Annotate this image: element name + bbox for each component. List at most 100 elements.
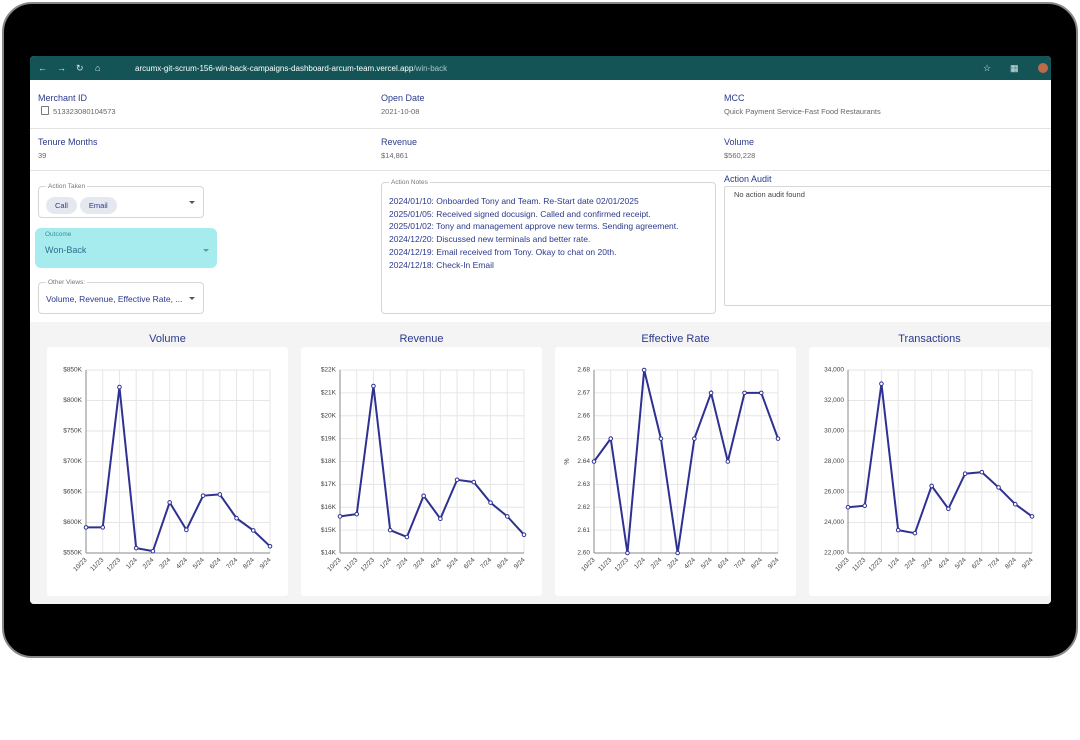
data-point [591,459,597,464]
y-tick-label: 2.64 [577,458,590,465]
data-point [488,500,493,505]
data-point [708,390,714,396]
chip[interactable]: Email [79,197,117,214]
y-tick-label: 26,000 [824,489,844,496]
data-point [641,367,647,373]
data-point [625,550,630,556]
y-tick-label: 2.68 [577,367,590,374]
y-tick-label: 2.60 [577,550,590,557]
data-line [339,385,525,539]
y-tick-label: 28,000 [824,458,844,465]
y-tick-label: $550K [63,550,82,557]
y-tick-label: 30,000 [824,428,844,435]
data-point [337,514,343,519]
field-label: Revenue [381,137,418,147]
field-value: Volume, Revenue, Effective Rate, ... [46,294,183,304]
audit-message: No action audit found [734,190,805,199]
data-point [996,485,1001,490]
notes-list: 2024/01/10: Onboarded Tony and Team. Re-… [389,195,679,271]
data-point [217,492,223,497]
field-value: 39 [38,151,47,160]
action-notes-box[interactable]: Action Notes 2024/01/10: Onboarded Tony … [381,179,716,314]
field-label: MCC [724,93,745,103]
y-tick-label: 2.66 [577,412,590,419]
data-point [845,504,851,510]
y-tick-label: 2.67 [577,390,590,397]
action-taken-select[interactable]: Action Taken Call Email [38,183,204,218]
field-label: Volume [724,137,755,147]
data-point [775,436,781,441]
dropdown-caret [189,201,195,204]
url-host: arcumx-git-scrum-156-win-back-campaigns-… [135,64,414,73]
action-audit-box: No action audit found [724,186,1051,306]
y-tick-label: $18K [321,458,337,465]
data-point [371,383,376,389]
note: 2025/01/02: Tony and management approve … [389,221,679,232]
y-tick-label: 2.62 [577,504,590,511]
home-button[interactable]: ⌂ [95,63,101,73]
dropdown-caret [189,297,195,300]
data-point [234,515,239,521]
data-point [725,459,731,464]
data-line [593,369,779,554]
chart-card [301,347,542,596]
data-point [117,384,122,390]
chart-card [809,347,1050,596]
data-point [1012,501,1018,507]
data-point [454,477,460,483]
y-tick-label: 2.65 [577,435,590,442]
data-point [150,548,156,554]
chart-title: Revenue [399,333,443,345]
separator [30,128,1051,129]
data-point [267,543,273,549]
data-point [421,493,426,499]
data-point [471,479,477,485]
data-point [504,514,510,519]
y-tick-label: 2.61 [577,527,590,534]
star-button[interactable]: ☆ [983,63,992,73]
data-point [387,527,393,533]
field-label: Tenure Months [38,137,98,147]
data-point [742,390,747,396]
y-tick-label: $19K [321,435,337,442]
y-tick-label: $17K [321,481,337,488]
forward-button[interactable]: → [57,63,66,73]
address-bar[interactable]: arcumx-git-scrum-156-win-back-campaigns-… [135,64,447,73]
data-point [895,527,901,533]
y-tick-label: $600K [63,519,82,526]
reload-button[interactable]: ↻ [76,63,84,73]
data-point [962,471,968,476]
note: 2025/01/05: Received signed docusign. Ca… [389,208,651,219]
y-tick-label: $800K [63,397,82,404]
data-point [658,436,664,441]
field-label: Other Views: [46,279,88,286]
url-path: /win-back [413,64,448,73]
data-line [86,386,271,553]
data-point [100,525,106,530]
chip[interactable]: Call [46,197,77,214]
back-button[interactable]: ← [38,63,47,73]
profile-avatar[interactable] [1038,63,1048,73]
note: 2024/01/10: Onboarded Tony and Team. Re-… [389,196,639,206]
outcome-select[interactable]: Outcome Won-Back [35,228,217,268]
data-point [608,436,614,441]
copy-icon[interactable] [41,106,49,115]
field-label: Action Audit [724,174,772,184]
y-tick-label: $21K [321,390,337,397]
extensions-button[interactable]: ▦ [1010,63,1019,73]
y-tick-label: 34,000 [824,367,844,374]
y-tick-label: $14K [321,550,337,557]
data-point [675,550,680,556]
note: 2024/12/20: Discussed new terminals and … [389,234,591,245]
other-views-select[interactable]: Other Views: Volume, Revenue, Effective … [38,279,204,314]
data-point [133,545,139,551]
y-tick-label: 22,000 [824,550,844,557]
y-tick-label: 24,000 [824,519,844,526]
dropdown-caret [203,249,209,252]
screen: ← → ↻ ⌂ arcumx-git-scrum-156-win-back-ca… [30,56,1051,604]
field-label: Action Taken [46,183,88,190]
data-point [404,534,410,540]
data-point [929,483,934,489]
note: 2024/12/18: Check-In Email [389,259,494,270]
